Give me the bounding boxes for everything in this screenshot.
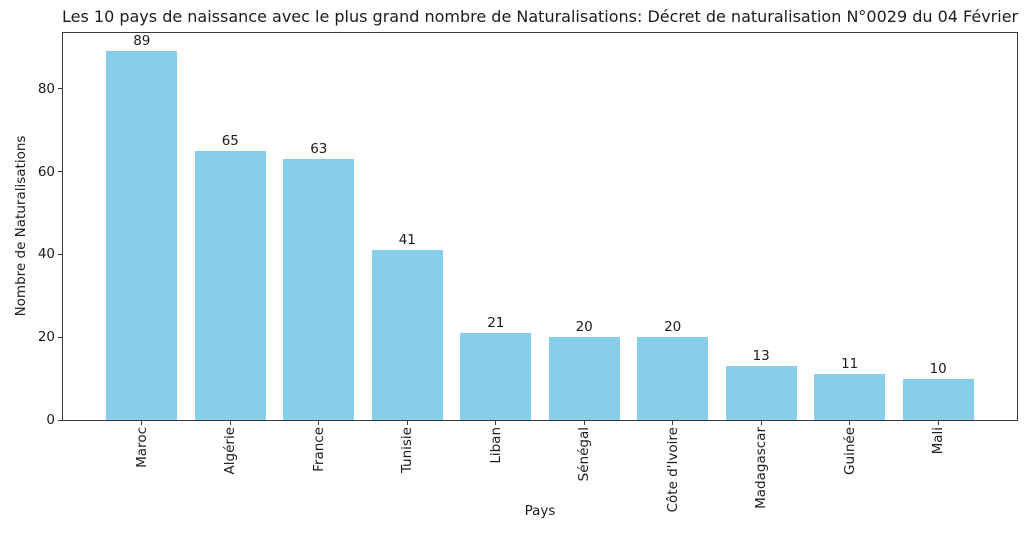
- bar: [106, 51, 178, 420]
- bar-value-label: 21: [487, 315, 505, 331]
- y-tick-label: 80: [37, 80, 55, 97]
- bar-value-label: 41: [398, 232, 416, 249]
- bar-value-label: 11: [841, 356, 859, 373]
- plot-area: 89 Maroc 65 Algérie 63 France 41 Tunisie 21 Liban…: [38, 32, 1018, 512]
- bar: [460, 333, 532, 420]
- x-tick-mark: [495, 421, 497, 425]
- bar-value-label: 10: [929, 360, 947, 377]
- bar-value-label: 89: [133, 33, 151, 50]
- y-tick-label: 0: [46, 412, 55, 428]
- x-axis-label: Pays: [524, 503, 556, 519]
- x-tick-mark: [406, 421, 408, 425]
- y-tick-mark: [58, 419, 62, 421]
- y-tick-mark: [58, 336, 62, 338]
- x-tick-mark: [583, 421, 585, 425]
- x-tick-mark: [849, 421, 851, 425]
- x-tick-mark: [672, 421, 674, 425]
- bar: [548, 337, 620, 420]
- x-tick-mark: [318, 421, 320, 425]
- x-tick-mark: [937, 421, 939, 425]
- bar: [283, 159, 355, 420]
- bar-value-label: 13: [752, 348, 770, 365]
- y-tick-label: 60: [37, 163, 55, 180]
- bar: [902, 378, 974, 420]
- y-tick-mark: [58, 88, 62, 90]
- x-tick-mark: [760, 421, 762, 425]
- bar-value-label: 20: [575, 319, 593, 336]
- x-tick-mark: [141, 421, 143, 425]
- bar: [725, 366, 797, 420]
- chart-title: Les 10 pays de naissance avec le plus gr…: [62, 7, 1024, 26]
- bar-value-label: 65: [221, 132, 239, 149]
- y-tick-mark: [58, 253, 62, 255]
- bar: [637, 337, 709, 420]
- y-tick-mark: [58, 171, 62, 172]
- y-tick-label: 20: [37, 329, 55, 346]
- bar: [814, 374, 886, 420]
- bar: [194, 150, 266, 420]
- x-tick-mark: [229, 421, 231, 425]
- bar-value-label: 20: [664, 319, 682, 336]
- y-tick-label: 40: [37, 246, 55, 263]
- bar-value-label: 63: [310, 141, 328, 158]
- bar: [371, 250, 443, 420]
